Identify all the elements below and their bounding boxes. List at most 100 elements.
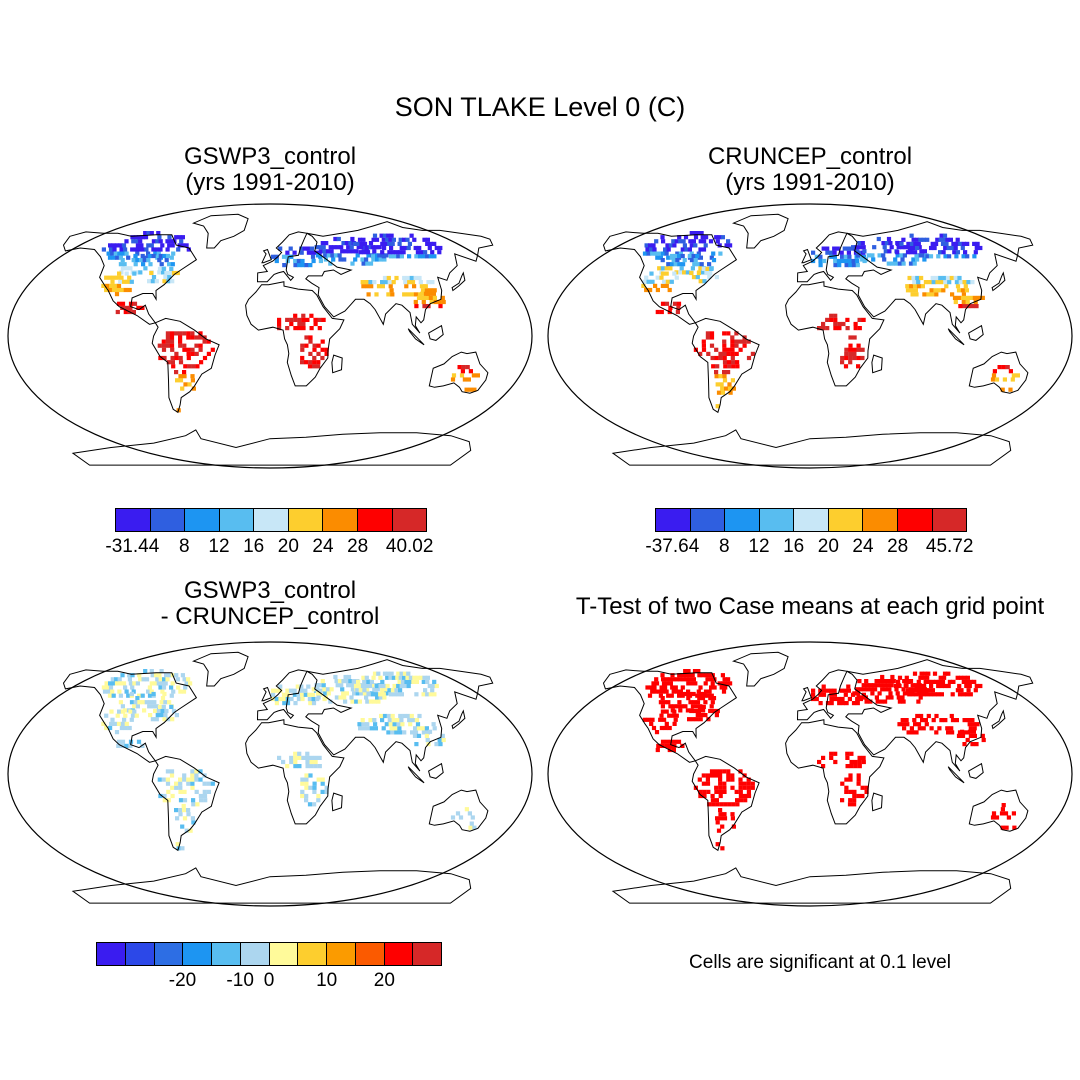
grid-cell: [364, 695, 369, 700]
grid-cell: [395, 675, 400, 680]
grid-cell: [182, 798, 188, 803]
grid-cell: [182, 370, 187, 375]
grid-cell: [907, 692, 912, 697]
grid-cell: [328, 699, 333, 704]
grid-cell: [174, 673, 179, 678]
grid-cell: [837, 326, 842, 331]
grid-cell: [677, 253, 682, 259]
grid-cell: [429, 299, 434, 305]
grid-cell: [414, 254, 419, 259]
grid-cell: [659, 275, 664, 280]
grid-cell: [307, 692, 312, 697]
grid-cell: [407, 254, 412, 259]
grid-cell: [362, 688, 367, 693]
grid-cell: [318, 692, 323, 697]
colorbar-swatch: [323, 509, 358, 531]
coastline: [428, 351, 489, 394]
grid-cell: [1015, 373, 1020, 378]
grid-cell: [378, 692, 383, 697]
grid-cell: [357, 237, 363, 242]
grid-cell: [644, 275, 649, 280]
grid-cell: [937, 288, 942, 293]
grid-cell: [700, 696, 706, 701]
coastline: [991, 709, 1006, 730]
grid-cell: [974, 683, 979, 689]
grid-cell: [178, 785, 183, 790]
grid-cell: [168, 270, 173, 276]
grid-cell: [142, 708, 147, 713]
grid-cell: [857, 679, 862, 684]
grid-cell: [641, 283, 646, 288]
grid-cell: [855, 249, 860, 254]
grid-cell: [162, 677, 167, 682]
grid-cell: [148, 713, 153, 718]
coastline: [151, 317, 220, 414]
grid-cell: [315, 691, 321, 696]
grid-cell: [715, 802, 720, 807]
grid-cell: [832, 688, 837, 693]
grid-cell: [678, 251, 683, 256]
grid-cell: [912, 280, 917, 285]
grid-cell: [913, 241, 918, 246]
grid-cell: [419, 250, 424, 255]
grid-cell: [652, 685, 657, 690]
grid-cell: [141, 262, 146, 267]
grid-cell: [156, 231, 161, 236]
grid-cell: [738, 781, 743, 786]
grid-cell: [374, 292, 379, 297]
grid-cell: [339, 245, 344, 250]
grid-cell: [198, 347, 203, 352]
grid-cell: [469, 821, 474, 826]
grid-cell: [299, 246, 304, 251]
grid-cell: [346, 683, 351, 688]
grid-cell: [657, 251, 662, 256]
grid-cell: [700, 673, 705, 678]
grid-cell: [882, 257, 887, 262]
grid-cell: [180, 673, 185, 678]
grid-cell: [880, 687, 885, 692]
grid-cell: [101, 247, 106, 252]
grid-cell: [178, 374, 183, 379]
grid-cell: [701, 773, 706, 778]
grid-cell: [318, 683, 323, 688]
panel-title-gswp3: GSWP3_control (yrs 1991-2010): [20, 144, 520, 196]
grid-cell: [818, 701, 823, 706]
grid-cell: [350, 236, 355, 242]
grid-cell: [362, 241, 368, 246]
grid-cell: [852, 355, 857, 361]
grid-cell: [851, 245, 856, 250]
grid-cell: [206, 339, 211, 344]
grid-cell: [734, 339, 739, 344]
grid-cell: [674, 270, 679, 275]
grid-cell: [654, 681, 660, 686]
grid-cell: [916, 699, 921, 704]
grid-cell: [720, 824, 725, 829]
grid-cell: [709, 685, 714, 690]
grid-cell: [277, 326, 282, 331]
grid-cell: [350, 249, 355, 254]
grid-cell: [696, 251, 701, 256]
grid-cell: [856, 773, 861, 778]
grid-cell: [386, 730, 391, 735]
grid-cell: [161, 270, 166, 275]
grid-cell: [855, 701, 860, 706]
grid-cell: [728, 681, 733, 686]
grid-cell: [324, 785, 329, 790]
grid-cell: [308, 773, 313, 778]
grid-cell: [165, 335, 170, 340]
grid-cell: [118, 681, 123, 686]
grid-cell: [405, 275, 411, 281]
grid-cell: [299, 684, 304, 689]
grid-cell: [124, 721, 129, 726]
grid-cell: [917, 726, 922, 731]
grid-cell: [934, 679, 939, 684]
grid-cell: [344, 691, 349, 696]
grid-cell: [289, 755, 294, 760]
grid-cell: [304, 343, 309, 348]
grid-cell: [421, 299, 426, 305]
grid-cell: [992, 369, 997, 374]
grid-cell: [698, 255, 703, 260]
grid-cell: [360, 718, 365, 723]
grid-cell: [378, 683, 383, 689]
grid-cell: [114, 243, 120, 248]
